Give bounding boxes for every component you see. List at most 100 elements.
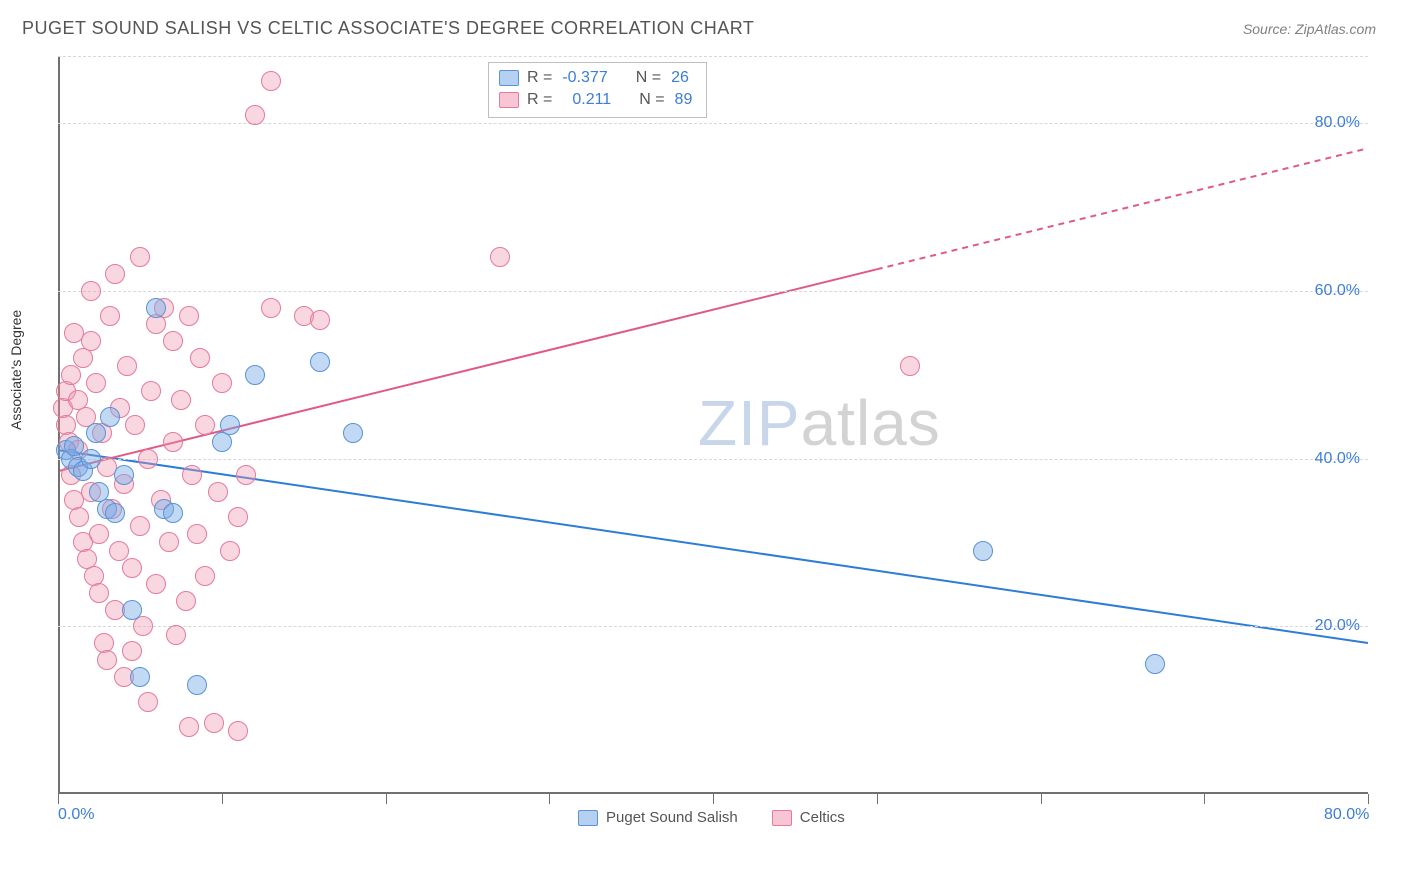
data-point (130, 247, 150, 267)
data-point (163, 432, 183, 452)
chart-title: PUGET SOUND SALISH VS CELTIC ASSOCIATE'S… (22, 18, 754, 39)
data-point (100, 407, 120, 427)
x-tick (1041, 794, 1042, 804)
data-point (105, 503, 125, 523)
n-value-pink: 89 (675, 89, 693, 111)
data-point (81, 331, 101, 351)
data-point (195, 415, 215, 435)
data-point (228, 507, 248, 527)
y-tick-label: 80.0% (1315, 114, 1360, 132)
data-point (261, 298, 281, 318)
watermark: ZIPatlas (698, 386, 941, 460)
x-tick (549, 794, 550, 804)
legend-row-blue: R = -0.377 N = 26 (499, 67, 692, 89)
data-point (69, 507, 89, 527)
watermark-zip: ZIP (698, 387, 801, 459)
grid-line (58, 56, 1368, 57)
chart-container: Associate's Degree ZIPatlas R = -0.377 N… (22, 50, 1382, 830)
data-point (228, 721, 248, 741)
data-point (146, 574, 166, 594)
r-value-blue: -0.377 (562, 67, 607, 89)
data-point (97, 650, 117, 670)
data-point (81, 281, 101, 301)
y-tick-label: 20.0% (1315, 617, 1360, 635)
grid-line (58, 291, 1368, 292)
x-tick-label: 0.0% (58, 806, 94, 824)
y-tick-label: 60.0% (1315, 282, 1360, 300)
data-point (195, 566, 215, 586)
grid-line (58, 626, 1368, 627)
x-tick (1204, 794, 1205, 804)
data-point (343, 423, 363, 443)
data-point (133, 616, 153, 636)
data-point (261, 71, 281, 91)
data-point (973, 541, 993, 561)
y-tick-label: 40.0% (1315, 450, 1360, 468)
data-point (310, 352, 330, 372)
data-point (220, 541, 240, 561)
data-point (86, 373, 106, 393)
y-axis-label: Associate's Degree (8, 310, 24, 430)
data-point (138, 692, 158, 712)
data-point (141, 381, 161, 401)
watermark-atlas: atlas (801, 387, 941, 459)
x-tick (386, 794, 387, 804)
r-label: R = (527, 89, 552, 111)
x-tick (877, 794, 878, 804)
plot-area: ZIPatlas R = -0.377 N = 26 R = 0.211 N =… (58, 56, 1368, 816)
legend-label-pink: Celtics (800, 809, 845, 826)
data-point (182, 465, 202, 485)
x-tick (58, 794, 59, 804)
data-point (220, 415, 240, 435)
data-point (125, 415, 145, 435)
swatch-blue-icon (578, 810, 598, 826)
data-point (146, 298, 166, 318)
legend-series: Puget Sound Salish Celtics (578, 809, 845, 826)
data-point (81, 449, 101, 469)
data-point (159, 532, 179, 552)
source-label: Source: ZipAtlas.com (1243, 21, 1376, 37)
x-tick (713, 794, 714, 804)
data-point (100, 306, 120, 326)
data-point (187, 675, 207, 695)
n-label: N = (639, 89, 664, 111)
data-point (245, 365, 265, 385)
data-point (179, 717, 199, 737)
data-point (187, 524, 207, 544)
data-point (114, 465, 134, 485)
x-tick (222, 794, 223, 804)
data-point (166, 625, 186, 645)
legend-item-blue: Puget Sound Salish (578, 809, 738, 826)
data-point (179, 306, 199, 326)
data-point (900, 356, 920, 376)
data-point (204, 713, 224, 733)
data-point (171, 390, 191, 410)
data-point (1145, 654, 1165, 674)
data-point (163, 331, 183, 351)
data-point (122, 600, 142, 620)
swatch-pink-icon (772, 810, 792, 826)
data-point (208, 482, 228, 502)
grid-line (58, 459, 1368, 460)
data-point (130, 667, 150, 687)
data-point (236, 465, 256, 485)
data-point (212, 373, 232, 393)
data-point (190, 348, 210, 368)
swatch-pink-icon (499, 92, 519, 108)
data-point (122, 641, 142, 661)
r-label: R = (527, 67, 552, 89)
data-point (61, 365, 81, 385)
data-point (490, 247, 510, 267)
data-point (130, 516, 150, 536)
data-point (163, 503, 183, 523)
x-tick (1368, 794, 1369, 804)
data-point (245, 105, 265, 125)
legend-stats: R = -0.377 N = 26 R = 0.211 N = 89 (488, 62, 707, 118)
n-value-blue: 26 (671, 67, 689, 89)
n-label: N = (636, 67, 661, 89)
data-point (105, 264, 125, 284)
data-point (89, 524, 109, 544)
swatch-blue-icon (499, 70, 519, 86)
data-point (117, 356, 137, 376)
legend-item-pink: Celtics (772, 809, 845, 826)
